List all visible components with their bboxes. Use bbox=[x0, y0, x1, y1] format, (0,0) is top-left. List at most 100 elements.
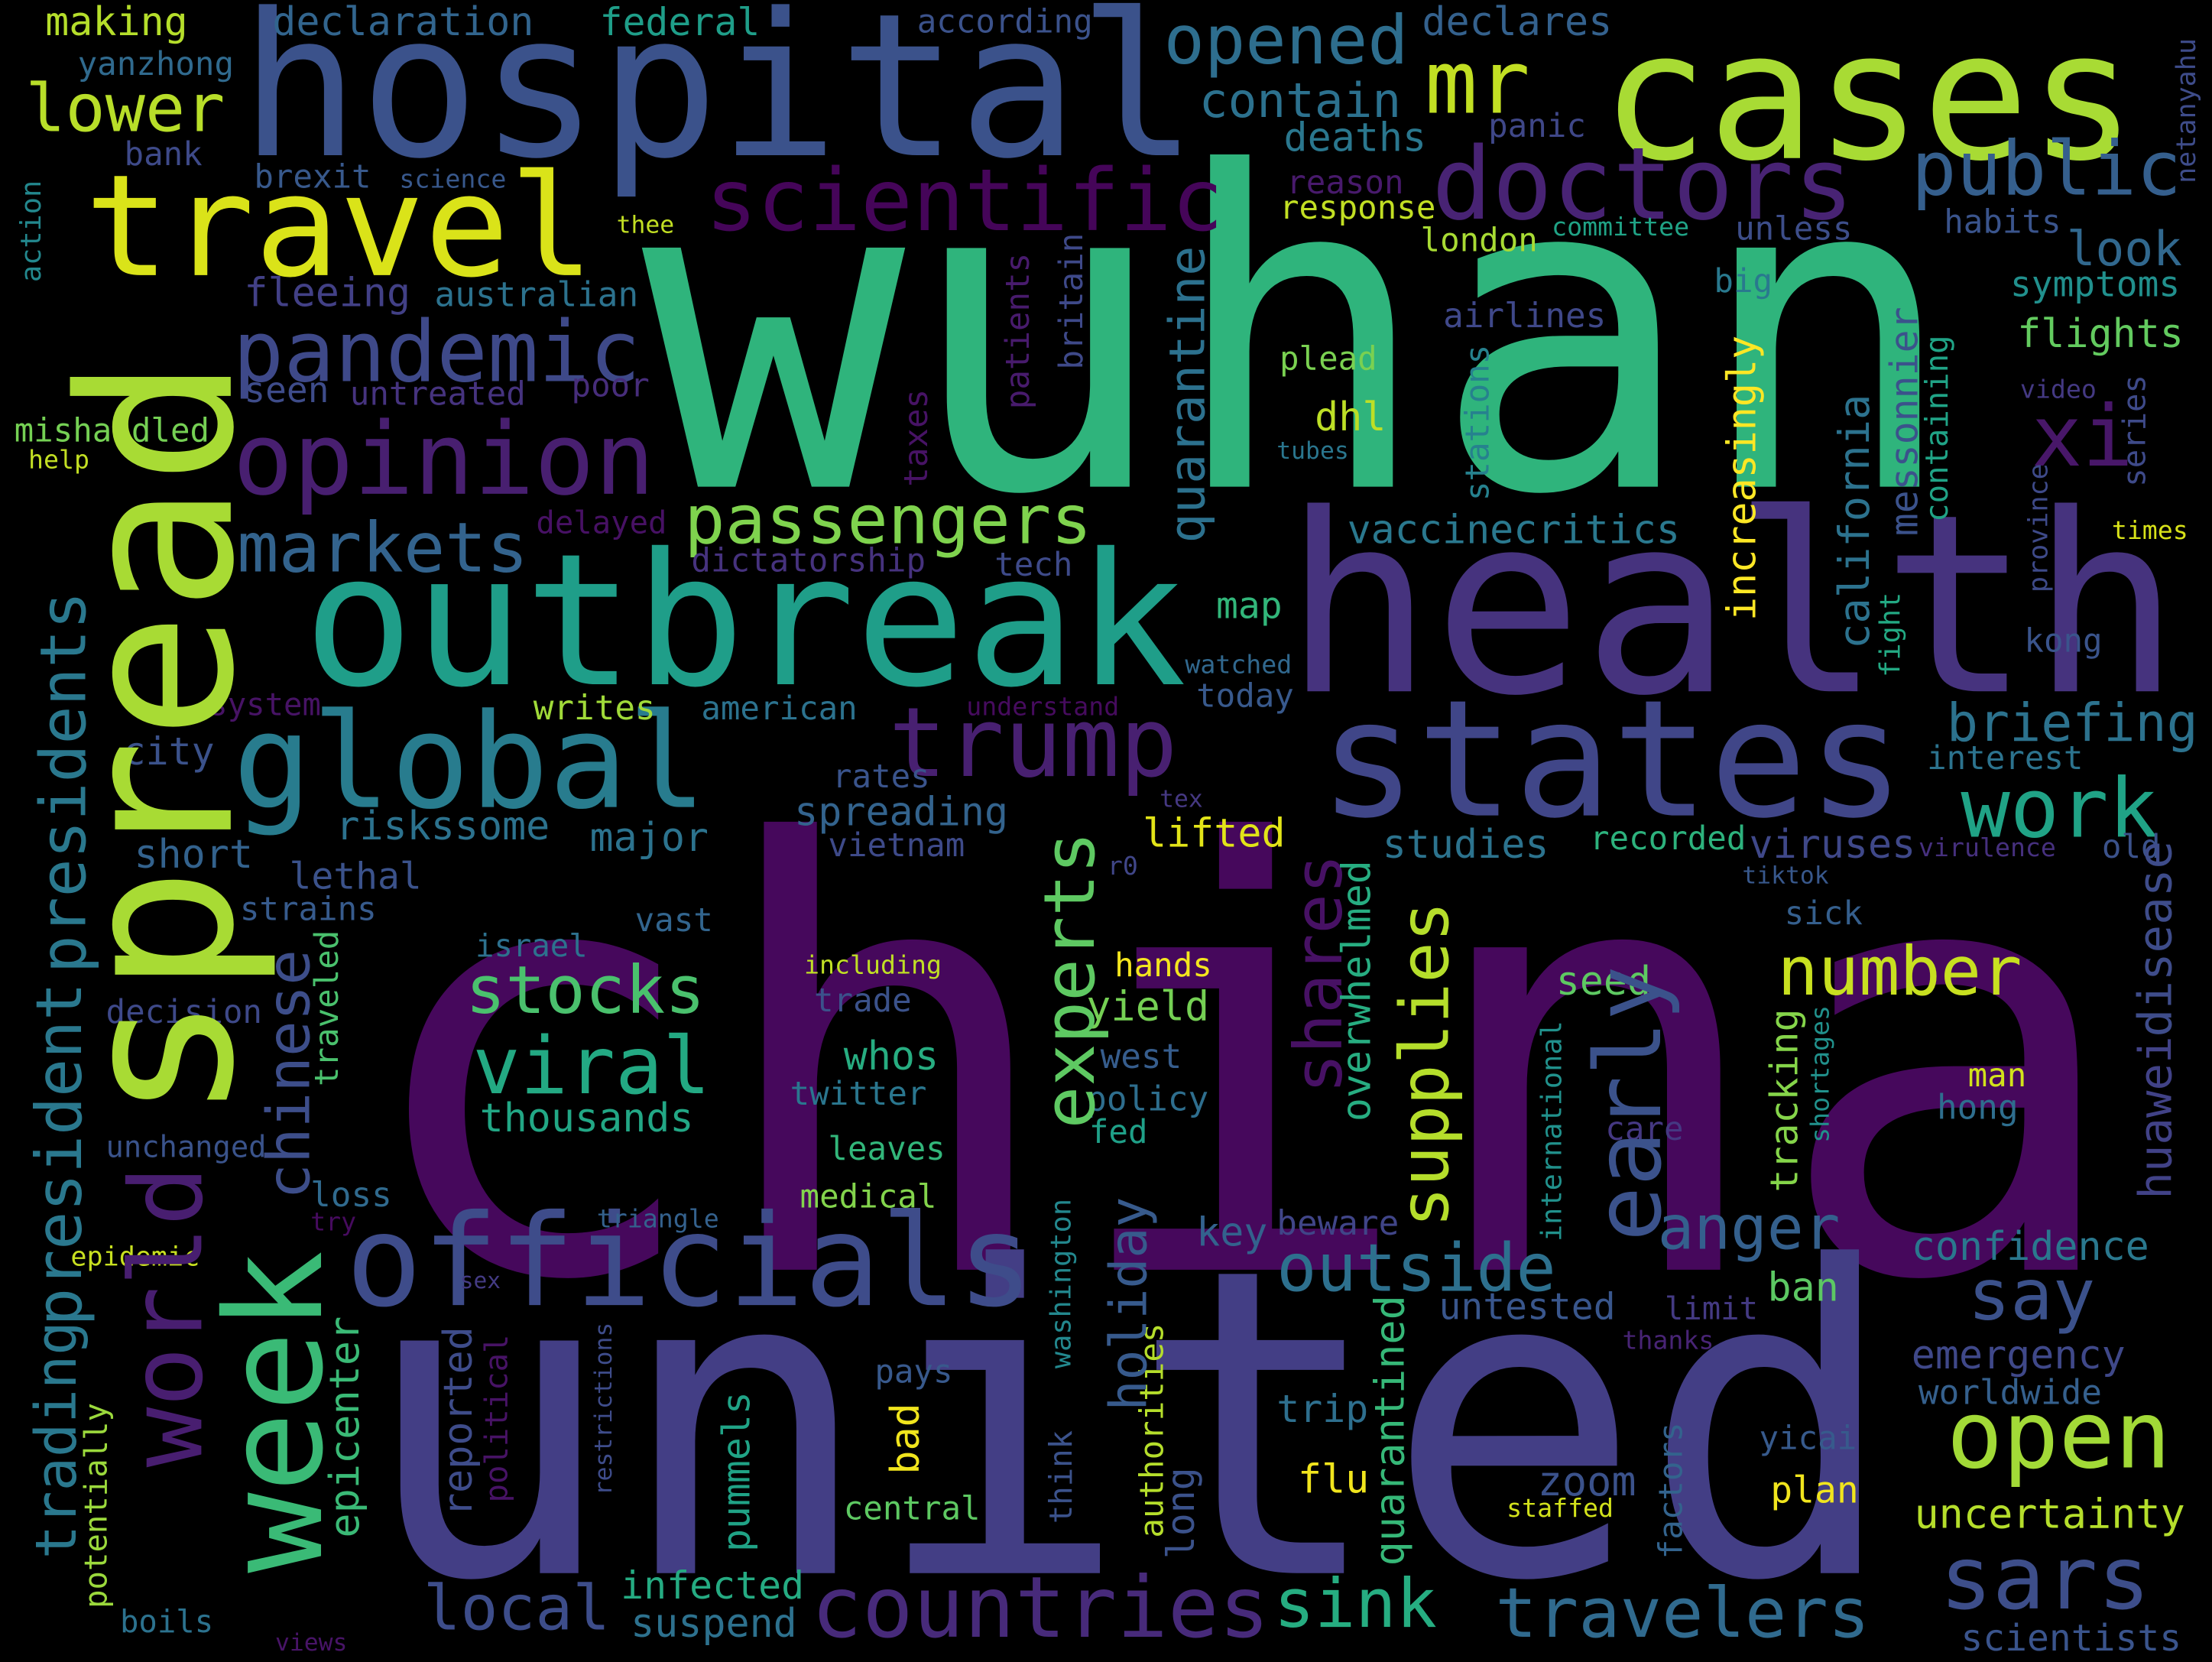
word: confidence bbox=[1912, 1224, 2149, 1270]
word: chinese bbox=[255, 949, 323, 1199]
word: flights bbox=[2017, 311, 2184, 357]
word: stations bbox=[1460, 345, 1497, 501]
word: taxes bbox=[898, 389, 936, 487]
word: west bbox=[1101, 1037, 1182, 1076]
word: twitter bbox=[790, 1076, 927, 1113]
word: declares bbox=[1422, 0, 1612, 45]
word: shortages bbox=[1805, 1005, 1834, 1143]
word: medical bbox=[800, 1179, 937, 1216]
word: lethal bbox=[289, 855, 421, 898]
word: symptoms bbox=[2010, 264, 2180, 305]
word: boils bbox=[120, 1603, 213, 1640]
word: patients bbox=[1000, 253, 1037, 409]
word: limit bbox=[1665, 1290, 1758, 1327]
word: delayed bbox=[536, 505, 667, 541]
word: look bbox=[2067, 221, 2182, 277]
word: contain bbox=[1199, 73, 1401, 128]
word: yield bbox=[1086, 982, 1209, 1030]
word: countries bbox=[811, 1559, 1270, 1657]
word: trade bbox=[814, 982, 912, 1020]
word: china bbox=[353, 722, 2128, 1409]
word: say bbox=[1968, 1254, 2096, 1336]
word: hospital bbox=[240, 0, 1198, 203]
word: triangle bbox=[597, 1204, 719, 1234]
word: plead bbox=[1280, 341, 1377, 378]
word: committee bbox=[1552, 212, 1689, 242]
word: yicai bbox=[1759, 1420, 1857, 1457]
word: vietnam bbox=[828, 827, 965, 865]
word: virulence bbox=[1918, 833, 2056, 862]
word: tubes bbox=[1276, 437, 1348, 465]
word: opinion bbox=[233, 401, 655, 518]
word: according bbox=[917, 3, 1093, 41]
word: deaths bbox=[1284, 115, 1427, 161]
word: trip bbox=[1276, 1387, 1368, 1431]
word: trump bbox=[889, 687, 1178, 799]
word: times bbox=[2112, 515, 2188, 545]
word: health bbox=[1284, 461, 2181, 750]
word: sink bbox=[1274, 1564, 1437, 1643]
word: presidents bbox=[27, 592, 101, 974]
word: fleeing bbox=[244, 270, 410, 316]
word: try bbox=[310, 1206, 356, 1236]
word: emergency bbox=[1912, 1333, 2126, 1378]
word: outside bbox=[1276, 1230, 1555, 1307]
word: britain bbox=[1053, 233, 1091, 370]
word: disease bbox=[2129, 841, 2183, 1037]
word: rates bbox=[832, 758, 930, 796]
word: travel bbox=[85, 144, 595, 309]
word: understand bbox=[966, 692, 1119, 722]
word: long bbox=[1159, 1467, 1203, 1559]
word: lifted bbox=[1143, 810, 1286, 856]
word: untested bbox=[1439, 1286, 1616, 1329]
word: r0 bbox=[1108, 851, 1138, 881]
word: old bbox=[2102, 829, 2161, 866]
word: kong bbox=[2024, 623, 2102, 661]
word: week bbox=[197, 1251, 353, 1573]
word: local bbox=[423, 1573, 610, 1645]
word: officials bbox=[345, 1188, 1033, 1336]
word: federal bbox=[599, 0, 760, 44]
word: early bbox=[1576, 966, 1682, 1242]
word: mishandled bbox=[15, 413, 210, 450]
word: sex bbox=[460, 1268, 501, 1294]
word: flu bbox=[1298, 1457, 1369, 1503]
word: key bbox=[1196, 1210, 1267, 1256]
word: president bbox=[22, 982, 96, 1326]
word: system bbox=[209, 687, 321, 723]
word: epicenter bbox=[320, 1316, 368, 1538]
word: hands bbox=[1114, 947, 1212, 985]
word: political bbox=[478, 1334, 515, 1502]
word: overwhelmed bbox=[1334, 860, 1380, 1122]
word: messonnier bbox=[1883, 307, 1927, 536]
word: traveled bbox=[309, 930, 346, 1086]
word: riskssome bbox=[336, 803, 550, 849]
word: sars bbox=[1940, 1527, 2151, 1629]
word: ban bbox=[1768, 1265, 1839, 1311]
word: strains bbox=[240, 891, 377, 928]
word: habits bbox=[1944, 204, 2061, 242]
word: trading bbox=[24, 1321, 89, 1559]
word: worldwide bbox=[1918, 1373, 2102, 1412]
word: seen bbox=[244, 369, 329, 411]
word: holiday bbox=[1099, 1197, 1159, 1411]
word: bad bbox=[883, 1403, 929, 1474]
word: spreading bbox=[794, 790, 1008, 836]
word: vaccinecritics bbox=[1348, 508, 1680, 553]
word: video bbox=[2020, 374, 2097, 404]
word: city bbox=[123, 729, 215, 774]
word: science bbox=[399, 164, 506, 193]
word: scientists bbox=[1961, 1617, 2181, 1660]
word: help bbox=[28, 445, 89, 475]
word: outbreak bbox=[303, 514, 1187, 728]
word: authorities bbox=[1134, 1323, 1171, 1538]
word: thee bbox=[617, 212, 675, 239]
word: cases bbox=[1601, 0, 2136, 200]
word: hong bbox=[1937, 1088, 2019, 1127]
word: israel bbox=[475, 927, 588, 964]
word: airlines bbox=[1443, 297, 1606, 336]
word: sick bbox=[1785, 895, 1863, 933]
word: recorded bbox=[1590, 820, 1746, 858]
